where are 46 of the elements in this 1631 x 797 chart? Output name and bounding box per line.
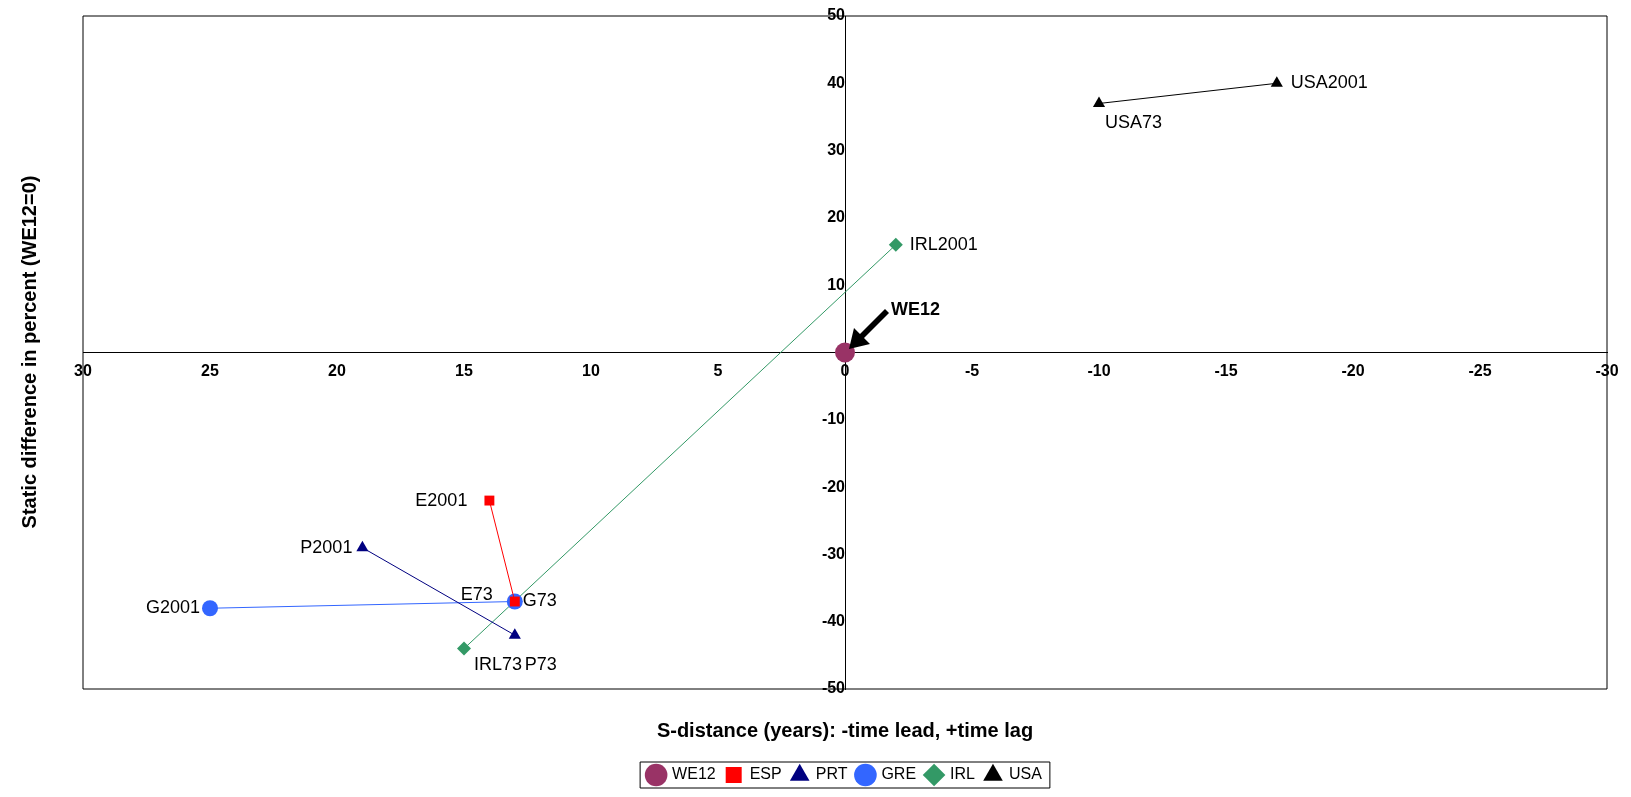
legend-label: USA — [1008, 765, 1043, 783]
y-tick-label: 10 — [827, 275, 846, 293]
y-axis-title: Static difference in percent (WE12=0) — [17, 175, 41, 529]
point — [457, 641, 471, 656]
point — [835, 342, 855, 363]
annotation: G2001 — [145, 597, 200, 618]
y-tick-label: 20 — [827, 208, 846, 226]
annotation: USA2001 — [1290, 72, 1368, 93]
annotation: IRL73 — [474, 653, 523, 674]
legend-label: GRE — [881, 765, 917, 783]
x-tick-label: 20 — [328, 361, 346, 379]
y-tick-label: -10 — [821, 410, 846, 428]
y-tick-label: -30 — [821, 544, 846, 562]
x-tick-label: 25 — [201, 361, 219, 379]
legend-label: WE12 — [672, 765, 716, 783]
annotation: WE12 — [891, 299, 941, 320]
annotation: G73 — [522, 590, 557, 611]
x-tick-label: -5 — [964, 361, 980, 379]
annotation: P2001 — [300, 536, 353, 557]
annotation: P73 — [524, 654, 557, 675]
y-tick-label: 30 — [827, 141, 846, 159]
x-tick-label: -30 — [1595, 361, 1619, 379]
x-tick-label: 10 — [582, 361, 600, 379]
x-tick-label: -20 — [1341, 361, 1365, 379]
annotation: USA73 — [1105, 112, 1163, 133]
y-tick-label: 40 — [827, 73, 846, 91]
y-tick-label: -20 — [821, 477, 846, 495]
x-tick-label: 30 — [74, 361, 92, 379]
legend-label: IRL — [950, 765, 976, 783]
y-tick-label: -50 — [821, 679, 846, 697]
point — [484, 495, 495, 506]
annotation: E2001 — [415, 489, 468, 510]
point — [202, 600, 218, 617]
x-tick-label: -10 — [1087, 361, 1111, 379]
x-tick-label: 5 — [713, 361, 723, 379]
y-tick-label: 50 — [827, 6, 846, 24]
legend-label: PRT — [815, 765, 848, 783]
annotation: E73 — [460, 584, 493, 605]
x-tick-label: 15 — [455, 361, 473, 379]
annotation: IRL2001 — [909, 233, 978, 254]
point — [888, 237, 903, 252]
x-tick-label: -25 — [1468, 361, 1492, 379]
x-axis-title: S-distance (years): -time lead, +time lag — [656, 718, 1034, 741]
legend-label: ESP — [749, 765, 782, 783]
y-tick-label: -40 — [821, 612, 846, 630]
x-tick-label: -15 — [1214, 361, 1238, 379]
